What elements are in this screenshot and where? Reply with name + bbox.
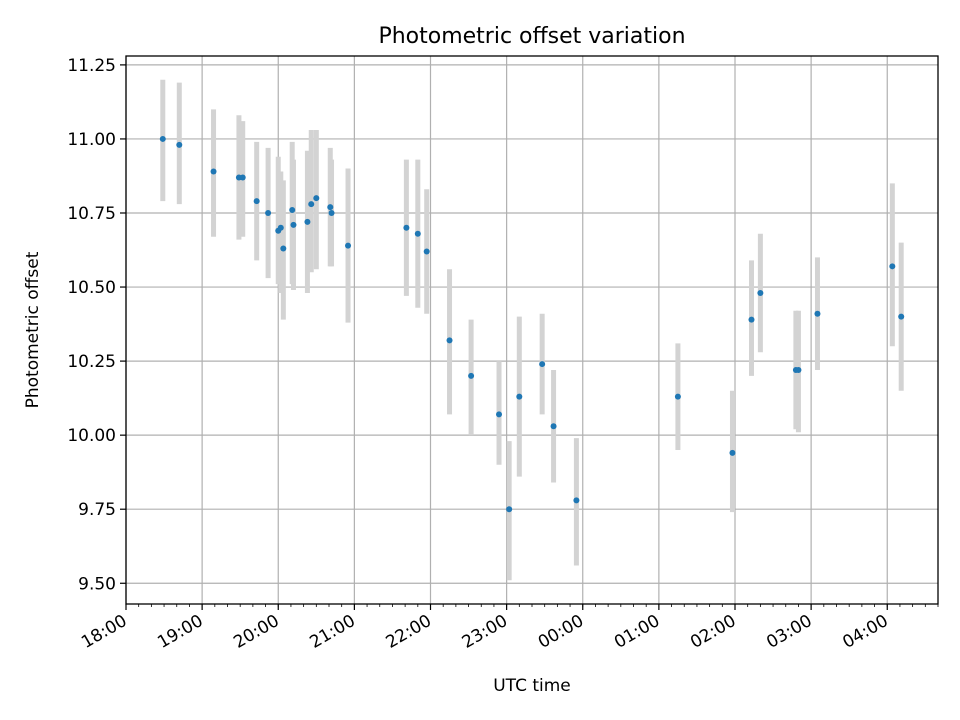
- y-tick-label: 9.75: [78, 500, 116, 520]
- data-points: [159, 135, 905, 513]
- data-point: [304, 218, 311, 225]
- data-point: [496, 411, 503, 418]
- y-axis-ticks: 9.50 9.75 10.00 10.25 10.50 10.75 11.00 11.25: [67, 56, 126, 594]
- x-tick-label: 21:00: [306, 611, 358, 653]
- y-tick-label: 10.50: [67, 278, 116, 298]
- x-tick-label: 20:00: [230, 611, 282, 653]
- data-point: [468, 372, 475, 379]
- data-point: [748, 316, 755, 323]
- data-point: [328, 209, 335, 216]
- data-point: [210, 168, 217, 175]
- data-point: [414, 230, 421, 237]
- y-tick-label: 11.25: [67, 56, 116, 76]
- y-tick-label: 11.00: [67, 130, 116, 150]
- data-point: [327, 204, 334, 211]
- data-point: [313, 195, 320, 202]
- chart-title: Photometric offset variation: [378, 24, 685, 49]
- x-tick-label: 18:00: [78, 611, 130, 653]
- y-axis-label: Photometric offset: [23, 251, 43, 408]
- data-point: [446, 337, 453, 344]
- error-bars: [160, 79, 904, 581]
- data-point: [539, 361, 546, 368]
- x-tick-label: 03:00: [763, 611, 815, 653]
- x-tick-label: 04:00: [839, 611, 891, 653]
- data-point: [277, 224, 284, 231]
- x-tick-label: 01:00: [611, 611, 663, 653]
- y-tick-label: 10.25: [67, 352, 116, 372]
- x-axis-label: UTC time: [493, 676, 571, 696]
- data-point: [265, 209, 272, 216]
- x-tick-label: 02:00: [687, 611, 739, 653]
- data-point: [280, 245, 287, 252]
- data-point: [308, 201, 315, 208]
- data-point: [159, 135, 166, 142]
- data-point: [573, 497, 580, 504]
- data-point: [674, 393, 681, 400]
- data-point: [506, 506, 513, 513]
- x-tick-label: 23:00: [459, 611, 511, 653]
- data-point: [757, 289, 764, 296]
- data-point: [403, 224, 410, 231]
- data-point: [729, 449, 736, 456]
- data-point: [516, 393, 523, 400]
- data-point: [814, 310, 821, 317]
- data-point: [289, 207, 296, 214]
- data-point: [253, 198, 260, 205]
- data-point: [290, 221, 297, 228]
- data-point: [176, 141, 183, 148]
- data-point: [345, 242, 352, 249]
- x-tick-label: 22:00: [383, 611, 435, 653]
- grid: [125, 56, 938, 604]
- y-tick-label: 9.50: [78, 574, 116, 594]
- data-point: [795, 366, 802, 373]
- data-point: [239, 174, 246, 181]
- x-tick-label: 00:00: [535, 611, 587, 653]
- data-point: [889, 263, 896, 270]
- y-tick-label: 10.75: [67, 204, 116, 224]
- data-point: [550, 423, 557, 430]
- x-tick-label: 19:00: [154, 611, 206, 653]
- data-point: [898, 313, 905, 320]
- data-point: [423, 248, 430, 255]
- y-tick-label: 10.00: [67, 426, 116, 446]
- x-axis-ticks: 18:00 19:00 20:00 21:00 22:00 23:00 00:00 01:00…: [78, 604, 939, 653]
